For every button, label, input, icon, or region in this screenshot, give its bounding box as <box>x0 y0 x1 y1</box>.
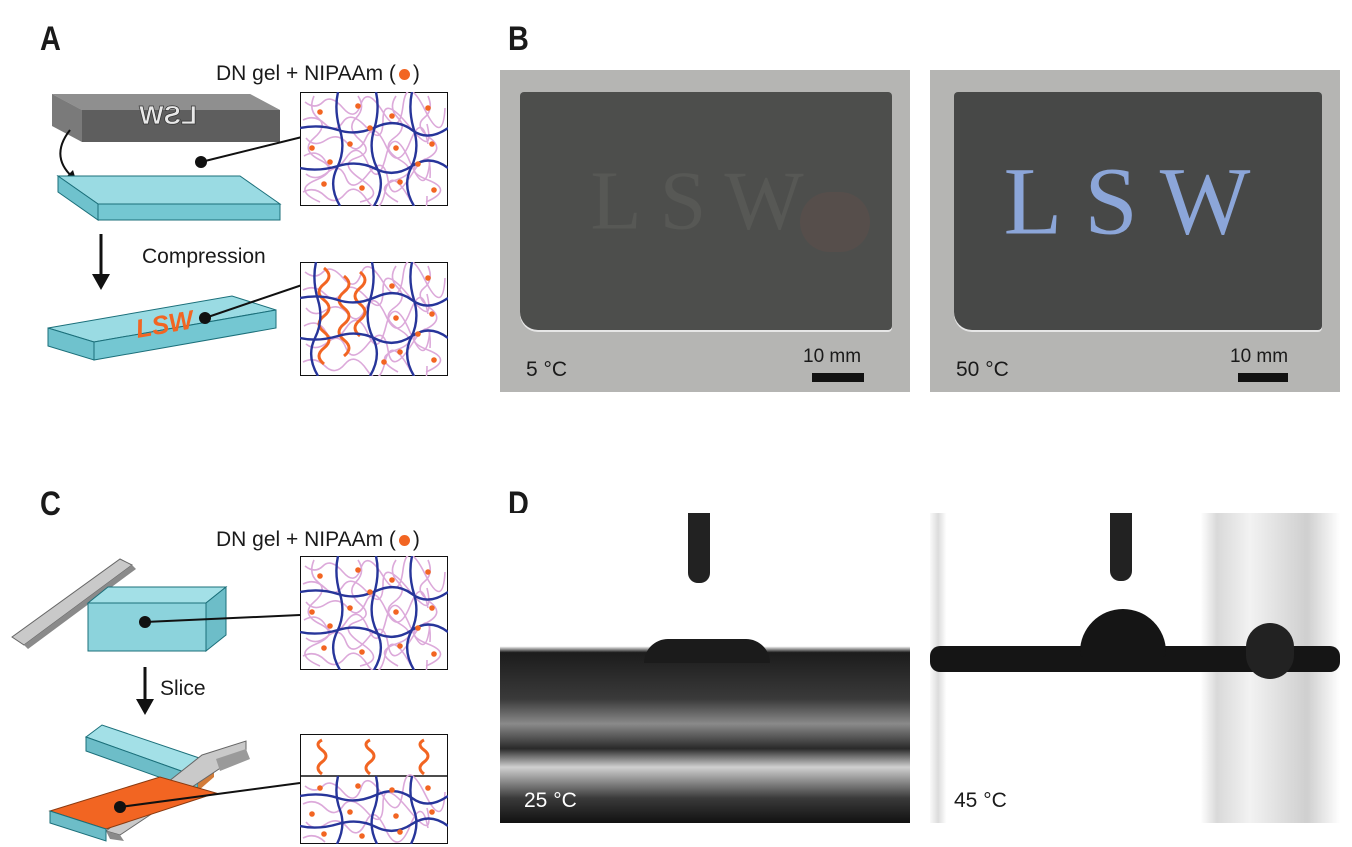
panel-letter-b: B <box>508 20 529 58</box>
temp-label-50c: 50 °C <box>956 358 1009 381</box>
temp-label-45c: 45 °C <box>954 789 1007 812</box>
network-box-a-top <box>300 92 448 206</box>
scale-label-right: 10 mm <box>1230 346 1289 367</box>
material-label-end: ) <box>412 528 420 551</box>
network-box-c-bottom <box>300 734 448 844</box>
panel-letter-a: A <box>40 20 61 58</box>
material-label-text: DN gel + NIPAAm ( <box>216 528 396 551</box>
blade-top-icon <box>11 558 136 649</box>
panel-c-step-label: Slice <box>160 677 206 700</box>
panel-a-schematic: LSW LSW <box>47 94 303 361</box>
stamp-plate <box>52 94 280 142</box>
panel-a-material-label: DN gel + NIPAAm () <box>216 62 420 86</box>
scale-bar-left <box>812 373 864 382</box>
network-box-c-top <box>300 556 448 670</box>
temp-label-25c: 25 °C <box>524 789 577 812</box>
blue-lsw-text: LSW <box>1003 147 1273 255</box>
gel-sheet-dark: LSW <box>954 92 1322 330</box>
panel-letter-c: C <box>40 485 61 523</box>
gel-block-top <box>56 175 282 221</box>
dangling-chains <box>316 738 430 776</box>
nipaam-dot-icon <box>398 534 410 546</box>
water-droplet <box>644 639 770 663</box>
water-droplet <box>1080 609 1166 657</box>
svg-text:LSW: LSW <box>139 100 197 130</box>
temp-label-5c: 5 °C <box>526 358 568 381</box>
gel-sheet-dark: LSW <box>520 92 892 330</box>
needle-icon <box>688 513 710 583</box>
needle-icon <box>1110 513 1132 581</box>
scale-bar-right <box>1238 373 1288 382</box>
photo-d-right: 45 °C <box>930 513 1340 823</box>
photo-d-left: 25 °C <box>500 513 910 823</box>
gel-slab-lower <box>48 776 218 842</box>
nipaam-dot-icon <box>398 68 410 80</box>
network-box-a-bottom <box>300 262 448 376</box>
material-label-end: ) <box>412 62 420 85</box>
stamp-letters: LSW <box>138 100 197 131</box>
panel-c-schematic <box>11 558 301 842</box>
gel-block-bottom <box>47 295 277 361</box>
photo-b-right: LSW 50 °C 10 mm <box>930 70 1340 392</box>
material-label-text: DN gel + NIPAAm ( <box>216 62 396 85</box>
photo-b-left: LSW 5 °C 10 mm <box>500 70 910 392</box>
faint-lsw-text: LSW <box>590 154 822 248</box>
scale-label-left: 10 mm <box>803 346 862 367</box>
panel-c-material-label: DN gel + NIPAAm () <box>216 528 420 552</box>
